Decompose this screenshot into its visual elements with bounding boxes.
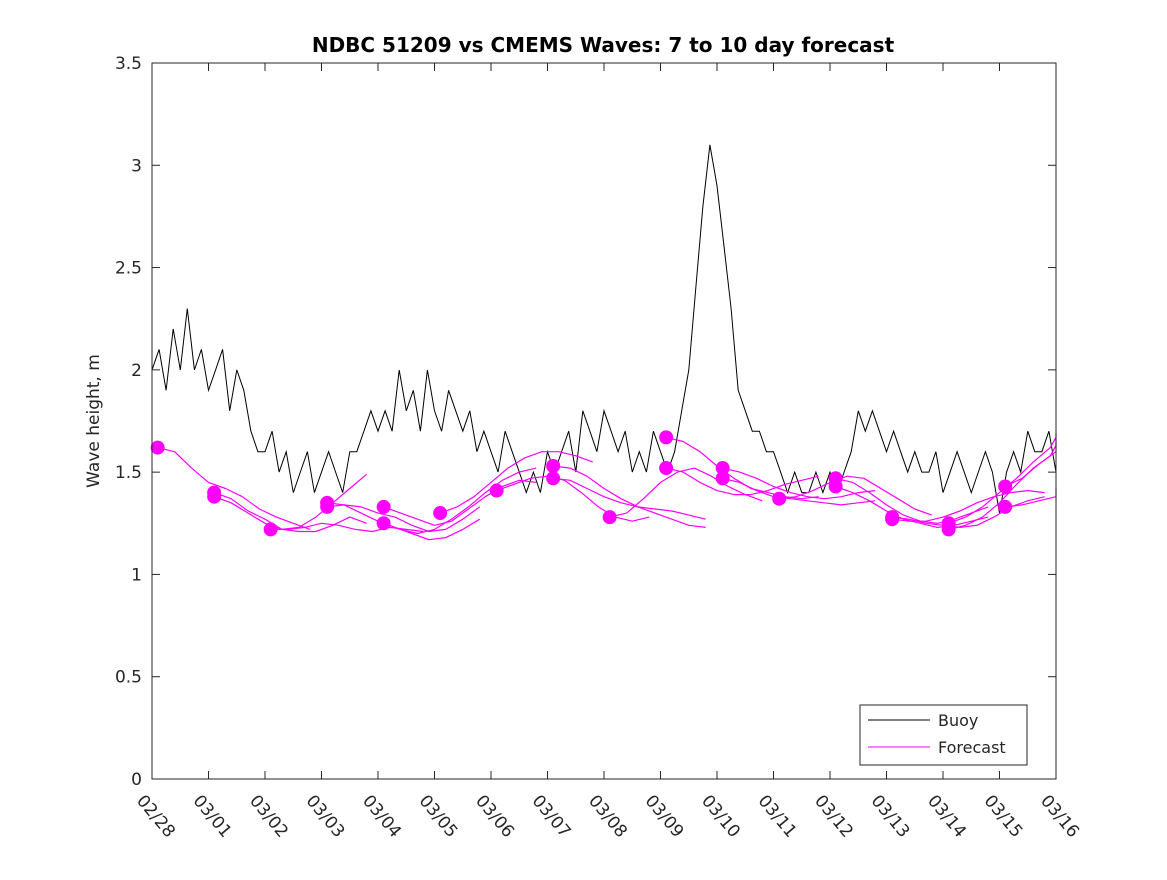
x-tick-label: 03/07: [528, 791, 575, 841]
forecast-start-point: [320, 499, 335, 514]
forecast-series-line: [892, 490, 1045, 522]
forecast-start-point: [207, 489, 222, 504]
x-tick-label: 03/03: [302, 791, 349, 841]
x-tick-label: 03/11: [754, 791, 801, 841]
x-tick-label: 03/05: [415, 791, 462, 841]
forecast-series-line: [722, 477, 876, 506]
forecast-series-line: [439, 451, 593, 514]
legend-box: [859, 704, 1028, 766]
legend: Buoy Forecast: [859, 704, 1028, 766]
forecast-start-point: [150, 440, 165, 455]
forecast-series-line: [213, 473, 368, 531]
x-tick-label: 03/16: [1036, 791, 1083, 841]
x-tick-label: 03/10: [697, 791, 744, 841]
forecast-start-point: [885, 510, 900, 525]
forecast-series-line: [383, 479, 537, 526]
plot-area-frame: [151, 62, 1057, 780]
forecast-series-line: [665, 436, 819, 500]
forecast-series-line: [609, 467, 763, 518]
x-tick-label: 03/15: [980, 791, 1027, 841]
y-axis-label: Wave height, m: [84, 354, 104, 488]
forecast-start-point: [602, 510, 617, 525]
forecast-series-line: [835, 477, 989, 524]
y-tick-label: 2.5: [115, 259, 142, 279]
chart-title: NDBC 51209 vs CMEMS Waves: 7 to 10 day f…: [312, 33, 895, 57]
forecast-series-line: [496, 475, 650, 522]
forecast-series-line: [665, 467, 819, 496]
x-tick-label: 03/12: [810, 791, 857, 841]
y-tick-label: 3.5: [115, 54, 142, 74]
forecast-start-point: [941, 522, 956, 537]
forecast-start-point: [828, 479, 843, 494]
forecast-series-line: [213, 492, 367, 533]
forecast-start-point: [546, 459, 561, 474]
x-tick-label: 03/13: [867, 791, 914, 841]
forecast-start-point: [546, 471, 561, 486]
forecast-start-point: [659, 430, 674, 445]
forecast-series-line: [327, 504, 481, 533]
forecast-start-point: [489, 483, 504, 498]
forecast-series-line: [779, 475, 932, 516]
forecast-start-point: [659, 461, 674, 476]
forecast-start-point: [998, 479, 1013, 494]
x-tick-label: 03/04: [358, 791, 405, 841]
y-tick-label: 0: [131, 770, 142, 790]
y-tick-label: 3: [131, 156, 142, 176]
forecast-start-point: [998, 499, 1013, 514]
forecast-series-line: [722, 467, 876, 500]
forecast-start-point: [715, 471, 730, 486]
x-tick-label: 03/02: [245, 791, 292, 841]
forecast-start-point: [715, 461, 730, 476]
legend-buoy-label: Buoy: [938, 711, 978, 730]
forecast-series-line: [383, 467, 537, 535]
x-tick-label: 03/06: [471, 791, 518, 841]
x-tick-label: 03/08: [584, 791, 631, 841]
x-tick-label: 03/09: [641, 791, 688, 841]
legend-forecast-label: Forecast: [938, 738, 1006, 757]
forecast-series-line: [948, 439, 1057, 530]
forecast-start-point: [376, 499, 391, 514]
y-tick-label: 2: [131, 361, 142, 381]
forecast-series-line: [157, 447, 311, 530]
forecast-start-point: [433, 506, 448, 521]
forecast-series-line: [892, 496, 1045, 529]
forecast-start-point: [772, 491, 787, 506]
x-tick-label: 03/01: [189, 791, 236, 841]
y-tick-label: 0.5: [115, 668, 142, 688]
y-tick-label: 1: [131, 565, 142, 585]
forecast-series-line: [553, 465, 706, 528]
forecast-series-line: [553, 477, 706, 520]
forecast-start-point: [263, 522, 278, 537]
y-tick-label: 1.5: [115, 463, 142, 483]
buoy-series-line: [151, 144, 1057, 514]
forecast-start-point: [376, 516, 391, 531]
x-tick-label: 02/28: [132, 791, 179, 841]
x-tick-label: 03/14: [923, 791, 970, 841]
